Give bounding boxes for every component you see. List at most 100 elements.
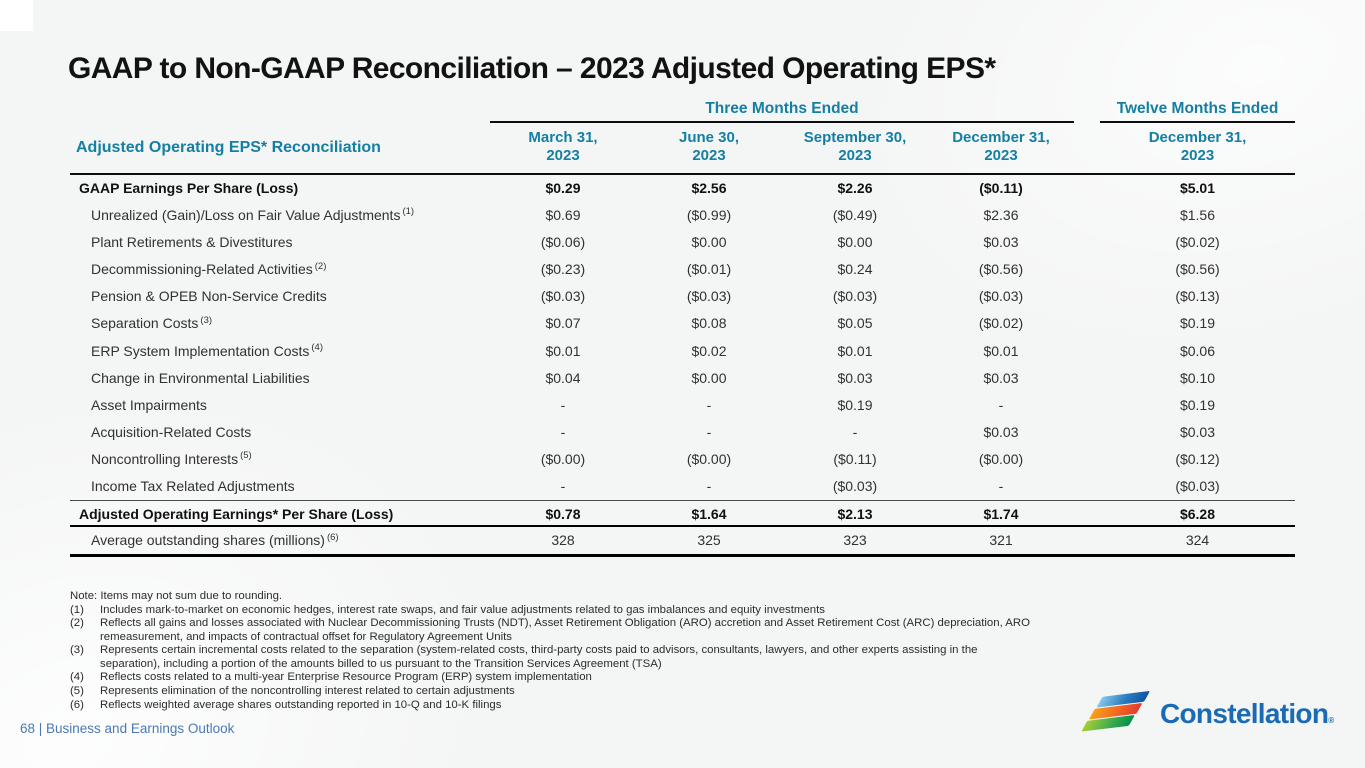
row-value-q4: ($0.03): [978, 288, 1024, 305]
row-value-twelve: $1.56: [1179, 207, 1216, 224]
row-value-q3: $2.26: [837, 180, 873, 196]
row-value-twelve: ($0.03): [1175, 478, 1220, 495]
table-row: Pension & OPEB Non-Service Credits ($0.0…: [70, 283, 1295, 310]
note-line: (6) Reflects weighted average shares outs…: [70, 698, 502, 711]
footnotes: Note: Items may not sum due to rounding.…: [70, 590, 1315, 712]
column-header-q2: June 30, 2023: [678, 129, 740, 164]
note-line: (2) Reflects all gains and losses associa…: [70, 617, 1030, 643]
row-label: Noncontrolling Interests (5): [91, 450, 252, 467]
note-line: (3) Represents certain incremental costs …: [70, 644, 978, 670]
row-label: Adjusted Operating Earnings* Per Share (…: [79, 506, 394, 523]
row-value-twelve: $0.10: [1179, 369, 1216, 386]
corner-decoration: [0, 0, 33, 31]
group-header-twelve-months: Twelve Months Ended: [1100, 100, 1295, 123]
row-value-q1: $0.29: [545, 180, 581, 196]
row-value-q3: ($0.49): [832, 207, 878, 224]
row-value-q4: $0.01: [983, 342, 1019, 359]
row-value-q1: -: [560, 423, 566, 440]
table-row: Separation Costs (3) $0.07 $0.08 $0.05 ($…: [70, 310, 1295, 337]
row-value-q1: -: [560, 396, 566, 413]
row-label: Asset Impairments: [91, 396, 207, 413]
row-label: Change in Environmental Liabilities: [91, 369, 310, 386]
page-title: GAAP to Non-GAAP Reconciliation – 2023 A…: [68, 52, 996, 85]
table-row: Plant Retirements & Divestitures ($0.06)…: [70, 229, 1295, 256]
footnote-superscript: (1): [402, 206, 415, 218]
note-line: (4) Reflects costs related to a multi-yea…: [70, 671, 592, 684]
row-value-q2: $0.00: [691, 234, 727, 251]
row-value-q4: ($0.02): [978, 315, 1024, 332]
row-value-q2: $1.64: [691, 506, 727, 523]
registered-trademark-symbol: ®: [1328, 716, 1334, 725]
table-row: ERP System Implementation Costs (4) $0.01…: [70, 338, 1295, 365]
row-value-q4: $0.03: [983, 234, 1019, 251]
row-value-q2: ($0.03): [686, 288, 732, 305]
footnote-superscript: (5): [240, 450, 252, 462]
row-value-q2: ($0.01): [686, 261, 732, 278]
table-group-header: Three Months Ended Twelve Months Ended: [70, 100, 1295, 123]
table-row: Average outstanding shares (millions) (6)…: [70, 527, 1295, 554]
page-number-footer: 68 | Business and Earnings Outlook: [20, 721, 235, 736]
row-value-q3: $0.05: [837, 315, 873, 332]
footnote-superscript: (6): [326, 531, 339, 543]
table-row: Noncontrolling Interests (5) ($0.00) ($0.…: [70, 446, 1295, 473]
group-header-three-months: Three Months Ended: [490, 100, 1074, 123]
table-row: Decommissioning-Related Activities (2) ($…: [70, 256, 1295, 283]
row-label: Separation Costs (3): [91, 314, 213, 332]
row-value-q3: ($0.11): [833, 450, 877, 467]
row-value-q1: ($0.00): [540, 450, 586, 467]
row-value-q3: $0.24: [837, 261, 873, 278]
row-value-q4: -: [998, 478, 1004, 495]
row-label: Pension & OPEB Non-Service Credits: [91, 288, 327, 305]
row-value-q2: $0.08: [691, 315, 727, 332]
footnote-superscript: (4): [311, 341, 324, 353]
row-value-q3: $0.19: [837, 396, 873, 413]
note-line: (5) Represents elimination of the noncont…: [70, 684, 515, 697]
row-value-q3: $0.01: [837, 342, 873, 359]
row-value-q2: $0.00: [691, 369, 727, 386]
row-value-q4: $2.36: [983, 207, 1019, 224]
row-value-twelve: ($0.56): [1175, 261, 1220, 278]
row-value-q3: $0.00: [837, 234, 873, 251]
note-line: (1) Includes mark-to-market on economic h…: [70, 603, 825, 616]
row-value-q4: $0.03: [983, 423, 1019, 440]
table-row: Unrealized (Gain)/Loss on Fair Value Adj…: [70, 202, 1295, 229]
table-row: Adjusted Operating Earnings* Per Share (…: [70, 500, 1295, 528]
row-value-q1: $0.07: [545, 315, 581, 332]
row-value-q2: $2.56: [691, 180, 727, 196]
row-value-twelve: $0.03: [1179, 423, 1216, 440]
row-value-q2: -: [706, 396, 712, 413]
row-value-q4: ($0.00): [978, 450, 1024, 467]
row-value-q4: ($0.11): [979, 180, 1023, 196]
row-value-q3: $0.03: [837, 369, 873, 386]
row-value-twelve: $0.19: [1179, 396, 1216, 413]
table-row: Acquisition-Related Costs - - - $0.03 $0…: [70, 419, 1295, 446]
row-label: Income Tax Related Adjustments: [91, 478, 295, 495]
logo-wordmark: Constellation®: [1160, 698, 1334, 729]
row-value-q1: ($0.06): [540, 234, 586, 251]
table-row: Income Tax Related Adjustments - - ($0.0…: [70, 473, 1295, 500]
row-value-q4: -: [998, 396, 1004, 413]
column-header-twelve: December 31, 2023: [1148, 129, 1247, 164]
row-value-q1: ($0.23): [540, 261, 586, 278]
row-value-q3: ($0.03): [832, 288, 878, 305]
row-value-q2: ($0.00): [686, 450, 732, 467]
row-value-q2: -: [706, 423, 712, 440]
table-body: GAAP Earnings Per Share (Loss) $0.29 $2.…: [70, 175, 1295, 558]
row-value-twelve: $5.01: [1179, 180, 1216, 196]
row-value-q2: -: [706, 478, 712, 495]
row-value-q1: $0.01: [545, 342, 581, 359]
row-value-twelve: ($0.02): [1175, 234, 1220, 251]
table-row: Change in Environmental Liabilities $0.0…: [70, 365, 1295, 392]
row-value-twelve: $0.19: [1179, 315, 1216, 332]
row-value-twelve: ($0.13): [1175, 288, 1220, 305]
row-value-q1: $0.69: [545, 207, 581, 224]
row-value-q2: $0.02: [691, 342, 727, 359]
row-value-q1: -: [560, 478, 566, 495]
row-value-q2: 325: [697, 532, 721, 549]
row-value-q4: $1.74: [983, 506, 1019, 523]
column-header-q4: December 31, 2023: [952, 129, 1050, 164]
row-value-twelve: ($0.12): [1175, 450, 1220, 467]
row-label: ERP System Implementation Costs (4): [91, 341, 324, 359]
row-value-q1: $0.04: [545, 369, 581, 386]
